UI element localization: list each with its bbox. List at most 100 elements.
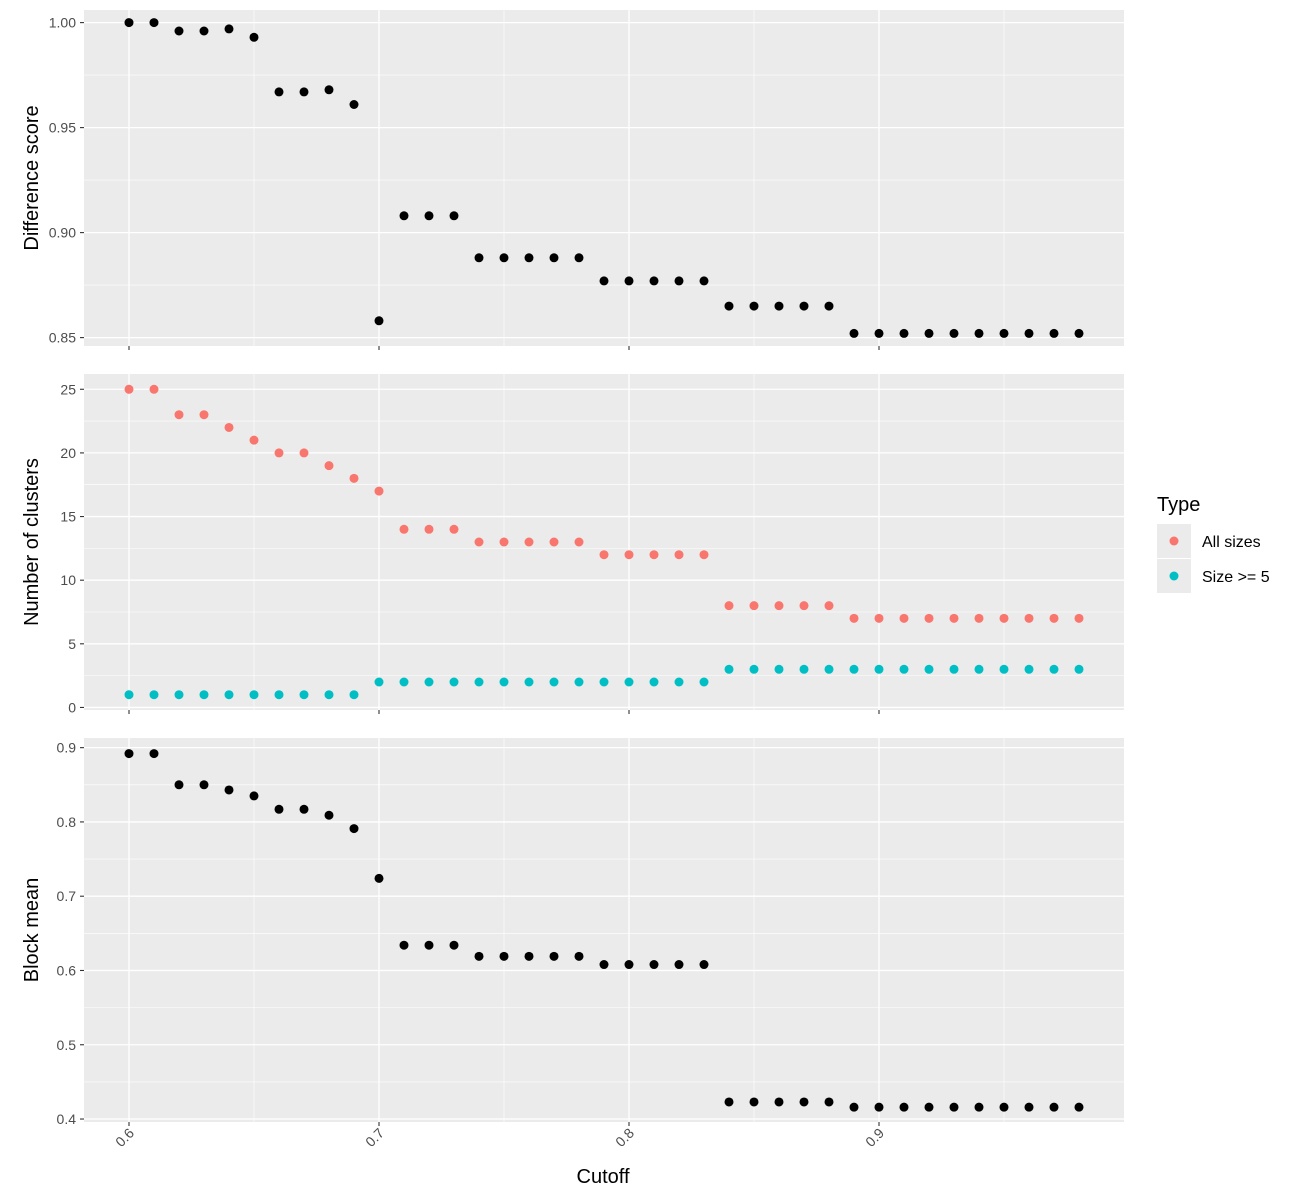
data-point — [1049, 1102, 1059, 1112]
data-point — [124, 690, 134, 700]
x-tick-label: 0.7 — [362, 1125, 387, 1150]
data-point — [324, 461, 334, 471]
data-point — [474, 253, 484, 263]
data-point — [124, 18, 134, 28]
data-point — [574, 253, 584, 263]
y-tick-label: 10 — [60, 572, 76, 588]
data-point — [874, 1102, 884, 1112]
x-tick-label: 0.6 — [112, 1125, 137, 1150]
data-point — [1074, 328, 1084, 338]
data-point — [174, 690, 184, 700]
data-point — [149, 18, 159, 28]
data-point — [824, 601, 834, 611]
data-point — [824, 1097, 834, 1107]
data-point — [724, 301, 734, 311]
data-point — [224, 785, 234, 795]
data-point — [249, 791, 259, 801]
data-point — [974, 328, 984, 338]
data-point — [999, 1102, 1009, 1112]
data-point — [1024, 328, 1034, 338]
y-tick-label: 0.5 — [57, 1037, 77, 1053]
data-point — [524, 677, 534, 687]
data-point — [324, 690, 334, 700]
data-point — [849, 1102, 859, 1112]
data-point — [424, 524, 434, 534]
data-point — [174, 780, 184, 790]
y-tick-label: 0.4 — [57, 1111, 77, 1127]
data-point — [999, 613, 1009, 623]
y-axis-title: Difference score — [21, 105, 43, 250]
data-point — [649, 960, 659, 970]
data-point — [624, 276, 634, 286]
data-point — [599, 960, 609, 970]
data-point — [674, 677, 684, 687]
data-point — [824, 664, 834, 674]
data-point — [724, 601, 734, 611]
data-point — [274, 804, 284, 814]
data-point — [499, 537, 509, 547]
data-point — [349, 824, 359, 834]
data-point — [774, 601, 784, 611]
data-point — [899, 613, 909, 623]
data-point — [299, 448, 309, 458]
data-point — [299, 690, 309, 700]
data-point — [374, 486, 384, 496]
legend-title: Type — [1157, 494, 1200, 516]
data-point — [499, 951, 509, 961]
data-point — [674, 550, 684, 560]
data-point — [349, 473, 359, 483]
data-point — [499, 677, 509, 687]
data-point — [799, 664, 809, 674]
y-axis-title: Number of clusters — [21, 458, 43, 626]
data-point — [224, 24, 234, 34]
x-tick-label: 0.8 — [612, 1125, 637, 1150]
y-axis-title: Block mean — [21, 878, 43, 983]
data-point — [549, 951, 559, 961]
data-point — [224, 422, 234, 432]
y-tick-label: 0 — [68, 699, 76, 715]
x-tick-label: 0.9 — [862, 1125, 887, 1150]
data-point — [624, 960, 634, 970]
data-point — [749, 601, 759, 611]
data-point — [399, 940, 409, 950]
data-point — [249, 435, 259, 445]
y-tick-label: 0.9 — [57, 740, 77, 756]
data-point — [424, 940, 434, 950]
data-point — [874, 664, 884, 674]
data-point — [524, 253, 534, 263]
data-point — [1024, 613, 1034, 623]
data-point — [1024, 664, 1034, 674]
data-point — [724, 664, 734, 674]
data-point — [774, 1097, 784, 1107]
y-tick-label: 0.6 — [57, 962, 77, 978]
data-point — [249, 32, 259, 42]
data-point — [924, 328, 934, 338]
data-point — [924, 1102, 934, 1112]
legend: Type All sizes Size >= 5 — [1157, 494, 1270, 593]
data-point — [799, 601, 809, 611]
data-point — [1049, 613, 1059, 623]
legend-key-all-sizes — [1169, 536, 1179, 546]
data-point — [874, 328, 884, 338]
data-point — [474, 537, 484, 547]
data-point — [274, 87, 284, 97]
data-point — [924, 664, 934, 674]
data-point — [324, 810, 334, 820]
data-point — [1074, 664, 1084, 674]
data-point — [599, 276, 609, 286]
series-points-1 — [124, 18, 1084, 338]
data-point — [474, 677, 484, 687]
y-tick-label: 1.00 — [49, 15, 76, 31]
data-point — [349, 690, 359, 700]
data-point — [449, 524, 459, 534]
panels: 0.85 0.90 0.95 1.00 Difference score 0 5 10 15 20… — [21, 10, 1124, 1150]
panel-3: 0.4 0.5 0.6 0.7 0.8 0.9 Block mean 0.6 0.7 0.8 0.9 — [21, 738, 1124, 1150]
data-point — [1049, 664, 1059, 674]
data-point — [524, 951, 534, 961]
data-point — [699, 276, 709, 286]
data-point — [824, 301, 834, 311]
data-point — [699, 960, 709, 970]
data-point — [199, 26, 209, 36]
y-tick-label: 15 — [60, 509, 76, 525]
data-point — [249, 690, 259, 700]
